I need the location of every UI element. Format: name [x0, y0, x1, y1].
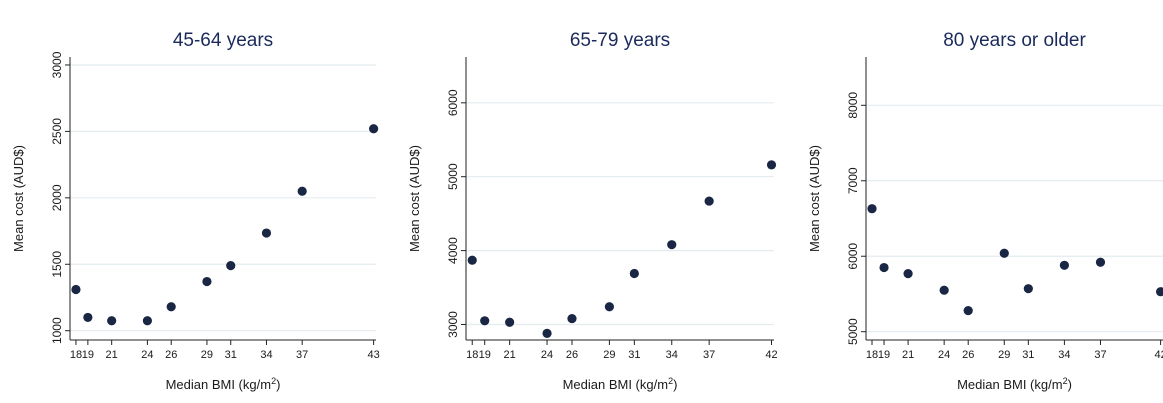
x-tick-label: 34	[260, 349, 272, 361]
x-tick-label: 21	[902, 349, 914, 361]
data-point	[505, 317, 515, 327]
x-axis-label: Median BMI (kg/m2)	[166, 376, 281, 392]
data-point	[71, 284, 81, 295]
data-point	[226, 260, 236, 271]
data-point	[1023, 284, 1033, 294]
chart-title: 80 years or older	[943, 30, 1086, 51]
y-tick-label: 5000	[846, 318, 860, 345]
y-tick-label: 7000	[846, 167, 860, 194]
data-point	[629, 268, 639, 279]
data-point	[369, 124, 379, 134]
y-tick-label: 2500	[50, 118, 64, 145]
data-point	[766, 160, 777, 170]
x-tick-label: 31	[628, 349, 640, 361]
y-tick-label: 5000	[446, 163, 460, 190]
x-tick-label: 24	[141, 349, 153, 361]
chart-title: 65-79 years	[570, 30, 670, 51]
x-tick-label: 21	[504, 349, 516, 361]
data-point	[667, 240, 677, 250]
x-tick-label: 24	[541, 349, 553, 361]
data-point	[480, 316, 490, 326]
x-tick-label: 19	[878, 349, 890, 361]
y-tick-label: 6000	[446, 89, 460, 116]
chart-panel-2: 3000 4000 5000 6000 18 19 21 24 26 29 31 34 37 42 65-7…	[390, 0, 786, 398]
x-tick-label: 37	[1094, 349, 1106, 361]
x-tick-label: 37	[296, 349, 308, 361]
data-point	[999, 248, 1009, 258]
x-tick-label: 19	[82, 349, 94, 361]
chart-title: 45-64 years	[173, 30, 273, 51]
data-point	[879, 262, 889, 273]
y-tick-label: 1000	[50, 317, 64, 344]
data-point	[704, 196, 714, 206]
chart-svg: 3000 4000 5000 6000 18 19 21 24 26 29 31 34 37 42 65-7…	[407, 30, 778, 392]
x-axis-label: Median BMI (kg/m2)	[957, 376, 1072, 392]
x-tick-label: 18	[466, 349, 478, 361]
chart-svg: 1000 1500 2000 2500 3000 18 19 21 24 26 29 31 34 37 43…	[11, 30, 380, 392]
y-tick-label: 4000	[446, 237, 460, 264]
y-axis-label: Mean cost (AUD$)	[407, 145, 422, 252]
x-tick-label: 18	[70, 349, 82, 361]
x-tick-label: 26	[566, 349, 578, 361]
chart-panel-1: 1000 1500 2000 2500 3000 18 19 21 24 26 29 31 34 37 43…	[0, 0, 390, 398]
y-tick-label: 6000	[846, 243, 860, 270]
data-point	[202, 276, 212, 287]
data-point	[604, 302, 615, 312]
x-tick-label: 37	[703, 349, 715, 361]
x-tick-label: 26	[962, 349, 974, 361]
x-tick-label: 42	[1154, 349, 1163, 361]
data-point	[542, 328, 552, 338]
x-tick-label: 31	[1022, 349, 1034, 361]
y-tick-label: 8000	[846, 92, 860, 119]
data-point	[939, 285, 949, 295]
data-point	[963, 305, 973, 316]
data-point	[107, 316, 117, 326]
data-point	[467, 255, 477, 265]
x-tick-label: 34	[1058, 349, 1070, 361]
x-tick-label: 34	[666, 349, 678, 361]
y-tick-label: 3000	[50, 51, 64, 78]
x-tick-label: 29	[998, 349, 1010, 361]
y-tick-label: 3000	[446, 311, 460, 338]
y-axis-label: Mean cost (AUD$)	[807, 145, 822, 252]
data-point	[297, 186, 307, 196]
x-tick-label: 19	[479, 349, 491, 361]
x-tick-label: 26	[165, 349, 177, 361]
data-point	[1095, 257, 1106, 267]
data-point	[867, 204, 877, 214]
y-tick-label: 1500	[50, 251, 64, 278]
data-point	[142, 316, 152, 326]
x-tick-label: 43	[367, 349, 379, 361]
x-tick-label: 21	[106, 349, 118, 361]
x-tick-label: 31	[225, 349, 237, 361]
data-point	[1059, 260, 1070, 270]
data-point	[261, 228, 272, 238]
data-point	[567, 313, 577, 324]
x-tick-label: 29	[603, 349, 615, 361]
y-tick-label: 2000	[50, 184, 64, 211]
data-point	[83, 312, 93, 323]
x-tick-label: 18	[866, 349, 878, 361]
x-axis-label: Median BMI (kg/m2)	[563, 376, 678, 392]
data-point	[903, 268, 913, 279]
data-point	[166, 302, 176, 312]
x-tick-label: 29	[201, 349, 213, 361]
y-axis-label: Mean cost (AUD$)	[11, 145, 26, 252]
x-tick-label: 24	[938, 349, 950, 361]
x-tick-label: 42	[765, 349, 777, 361]
data-point	[1155, 287, 1163, 297]
